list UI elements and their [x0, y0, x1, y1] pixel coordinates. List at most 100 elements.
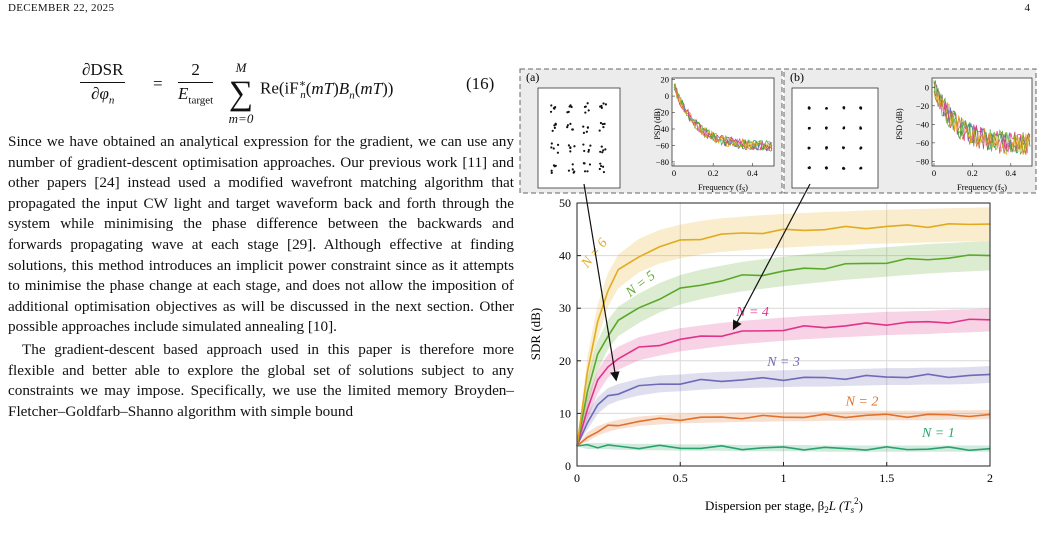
constellation-b	[791, 87, 879, 189]
main-chart-ylabel: SDR (dB)	[528, 308, 543, 360]
constellation-point	[600, 106, 603, 109]
psd-x-tick-label: 0	[672, 168, 676, 178]
constellation-point	[604, 148, 607, 151]
summation-upper-limit: M	[235, 60, 247, 75]
constellation-point	[807, 127, 811, 130]
equation-equals: =	[153, 74, 163, 93]
constellation-point	[601, 122, 604, 126]
psd-y-tick-label: 0	[665, 91, 669, 101]
constellation-point	[569, 150, 572, 153]
constellation-point	[569, 122, 572, 126]
psd-y-tick-label: −60	[656, 140, 669, 150]
constellation-point	[599, 164, 603, 168]
constellation-point	[551, 129, 554, 132]
constellation-point	[841, 146, 845, 149]
x-tick-label: 0.5	[673, 471, 688, 485]
constellation-point	[554, 106, 557, 109]
constellation-point	[841, 167, 845, 170]
series-label-1: N = 1	[921, 426, 955, 441]
constellation-point	[585, 130, 588, 133]
main-chart-lines	[576, 223, 991, 452]
psd-y-tick-label: −20	[916, 101, 929, 111]
summation-symbol: ∑	[228, 74, 254, 112]
psd-b-ticks: 0−20−40−60−800 0.2 0.4	[916, 82, 1017, 178]
series-line-3	[576, 373, 991, 447]
equation-lhs: ∂DSR ∂φn	[80, 60, 126, 111]
arrow-inset-b	[732, 183, 811, 331]
constellation-point	[571, 168, 574, 171]
constellation-point	[571, 163, 574, 166]
psd-a-ticks: 200−20−40−60−800 0.2 0.4	[656, 75, 759, 178]
summation-lower-limit: m=0	[228, 110, 254, 126]
constellation-point	[825, 146, 828, 149]
main-chart-bands	[577, 207, 990, 452]
series-label-4: N = 4	[735, 305, 769, 320]
constellation-point	[583, 105, 587, 109]
equation-body-text: Re(iF	[260, 78, 299, 98]
x-tick-label: 0	[574, 471, 580, 485]
psd-y-tick-label: −80	[916, 156, 929, 166]
psd-y-tick-label: −60	[916, 138, 929, 148]
constellation-point	[586, 126, 589, 129]
psd-plot-a	[671, 77, 775, 167]
constellation-point	[599, 150, 602, 153]
constellation-point	[603, 122, 606, 125]
constellation-point	[573, 170, 576, 173]
series-band-5	[577, 240, 990, 447]
constellation-point	[556, 151, 560, 154]
inset-b-label: (b)	[790, 70, 804, 84]
series-line-4	[576, 318, 991, 447]
constellation-point	[549, 110, 553, 113]
constellation-point	[553, 126, 556, 129]
constellation-point	[842, 106, 845, 109]
series-line-1	[576, 443, 991, 452]
constellation-point	[599, 121, 603, 125]
constellation-point	[588, 163, 592, 166]
psd-a-traces	[673, 83, 773, 152]
psd-x-tick-label: 0.2	[967, 168, 978, 178]
psd-y-tick-label: 0	[925, 82, 929, 92]
constellation-point	[859, 106, 862, 109]
psd-b-traces	[933, 80, 1031, 156]
constellation-point	[808, 146, 811, 149]
equation-16: ∂DSR ∂φn = 2 Etarget M ∑ m=0 Re(iF∗n(mT)…	[8, 50, 514, 126]
constellation-point	[825, 126, 828, 129]
series-band-4	[577, 308, 990, 447]
constellation-b-points	[807, 106, 863, 170]
psd-y-tick-label: −40	[916, 119, 929, 129]
constellation-point	[859, 167, 862, 170]
constellation-point	[859, 126, 862, 129]
constellation-point	[550, 171, 553, 174]
figure-sdr-vs-dispersion: (a) (b) 200−20−40−60−800 0.2 0.4 PSD (dB) …	[519, 68, 1037, 515]
constellation-point	[582, 131, 586, 135]
constellation-point	[586, 170, 589, 173]
constellation-point	[582, 125, 585, 128]
text-column: ∂DSR ∂φn = 2 Etarget M ∑ m=0 Re(iF∗n(mT)…	[8, 50, 514, 422]
constellation-point	[552, 147, 555, 150]
constellation-point	[598, 167, 601, 171]
x-tick-label: 1	[781, 471, 787, 485]
psd-a-xlabel: Frequency (fS)	[698, 182, 748, 194]
constellation-point	[569, 146, 572, 149]
equation-body: Re(iF∗n(mT)Bn(mT))	[260, 78, 394, 102]
y-tick-label: 0	[565, 459, 571, 473]
constellation-point	[550, 104, 553, 107]
constellation-a	[537, 87, 621, 189]
constellation-point	[550, 146, 553, 149]
constellation-point	[553, 165, 556, 168]
constellation-point	[569, 104, 572, 107]
series-band-3	[577, 366, 990, 447]
constellation-point	[808, 106, 811, 109]
paragraph-gradient-descent: Since we have obtained an analytical exp…	[8, 133, 514, 336]
equation-number: (16)	[466, 74, 495, 93]
x-tick-label: 2	[987, 471, 993, 485]
paragraph-flexibility: The gradient-descent based approach used…	[8, 340, 514, 420]
psd-b-xlabel: Frequency (fS)	[957, 182, 1007, 194]
constellation-point	[602, 149, 605, 152]
x-tick-label: 1.5	[879, 471, 894, 485]
constellation-point	[600, 145, 603, 148]
constellation-point	[567, 144, 571, 147]
constellation-point	[859, 147, 862, 150]
psd-b-ylabel: PSD (dB)	[895, 108, 904, 140]
constellation-point	[556, 143, 560, 146]
